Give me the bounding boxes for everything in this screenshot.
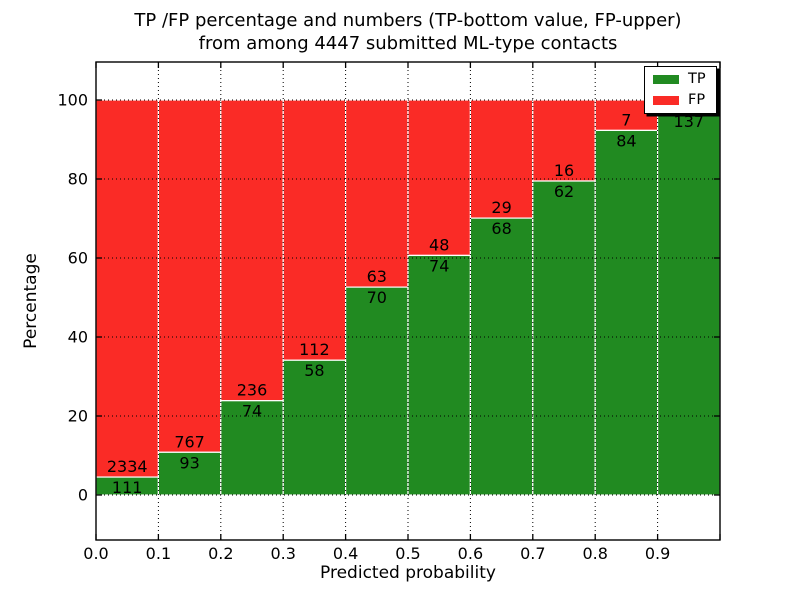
x-tick-label: 0.6 [458, 544, 483, 563]
fp-bar-segment [282, 99, 347, 361]
fp-swatch-icon [653, 96, 679, 105]
tp-value-label: 62 [554, 182, 574, 201]
fp-value-label: 7 [621, 110, 631, 129]
fp-value-label: 16 [554, 161, 574, 180]
tp-value-label: 93 [179, 453, 199, 472]
fp-value-label: 48 [429, 235, 449, 254]
x-tick-label: 0.3 [270, 544, 295, 563]
x-tick-label: 0.9 [645, 544, 670, 563]
fp-value-label: 112 [299, 340, 330, 359]
x-tick-label: 0.5 [395, 544, 420, 563]
fp-bar-segment [407, 99, 472, 257]
legend-row-tp: TP [653, 72, 706, 87]
y-tick-label: 100 [57, 91, 88, 110]
x-tick-label: 0.4 [333, 544, 358, 563]
fp-value-label: 2334 [107, 457, 148, 476]
tp-bar-segment [532, 180, 596, 496]
chart-title-line1: TP /FP percentage and numbers (TP-bottom… [134, 10, 682, 31]
fp-bar-segment [220, 99, 284, 402]
y-tick-label: 0 [78, 486, 88, 505]
chart-title: TP /FP percentage and numbers (TP-bottom… [96, 9, 720, 55]
legend-label-fp: FP [688, 92, 706, 108]
fp-value-label: 29 [491, 198, 511, 217]
y-tick-label: 40 [68, 328, 88, 347]
fp-bar-segment [345, 99, 409, 288]
y-tick-label: 80 [68, 170, 88, 189]
tp-value-label: 84 [616, 131, 636, 150]
chart-title-line2: from among 4447 submitted ML-type contac… [198, 33, 618, 54]
tp-value-label: 68 [491, 219, 511, 238]
tp-bar-segment [469, 217, 534, 496]
tp-bar-segment [594, 129, 659, 496]
tp-bar-segment [656, 110, 721, 496]
fp-bar-segment [532, 99, 596, 182]
fp-bar-segment [469, 99, 534, 219]
tp-value-label: 74 [242, 402, 262, 421]
tp-bar-segment [407, 254, 472, 496]
fp-value-label: 767 [174, 432, 205, 451]
x-tick-label: 0.1 [146, 544, 171, 563]
tp-value-label: 111 [112, 478, 143, 497]
x-tick-label: 0.8 [582, 544, 607, 563]
tp-value-label: 137 [674, 112, 705, 131]
x-tick-label: 0.0 [83, 544, 108, 563]
tp-value-label: 74 [429, 256, 449, 275]
tp-value-label: 70 [367, 288, 387, 307]
fp-value-label: 236 [237, 381, 268, 400]
fp-value-label: 63 [367, 267, 387, 286]
fp-bar-segment [157, 99, 222, 453]
x-tick-label: 0.7 [520, 544, 545, 563]
legend-label-tp: TP [688, 71, 706, 87]
tp-bar-segment [282, 359, 347, 496]
y-tick-label: 20 [68, 407, 88, 426]
y-tick-label: 60 [68, 249, 88, 268]
tp-swatch-icon [653, 75, 679, 84]
x-tick-label: 0.2 [208, 544, 233, 563]
legend-row-fp: FP [653, 93, 706, 108]
tp-value-label: 58 [304, 361, 324, 380]
fp-bar-segment [95, 99, 160, 478]
tp-bar-segment [345, 286, 409, 496]
legend: TP FP [644, 66, 717, 114]
x-axis-label: Predicted probability [320, 563, 496, 583]
